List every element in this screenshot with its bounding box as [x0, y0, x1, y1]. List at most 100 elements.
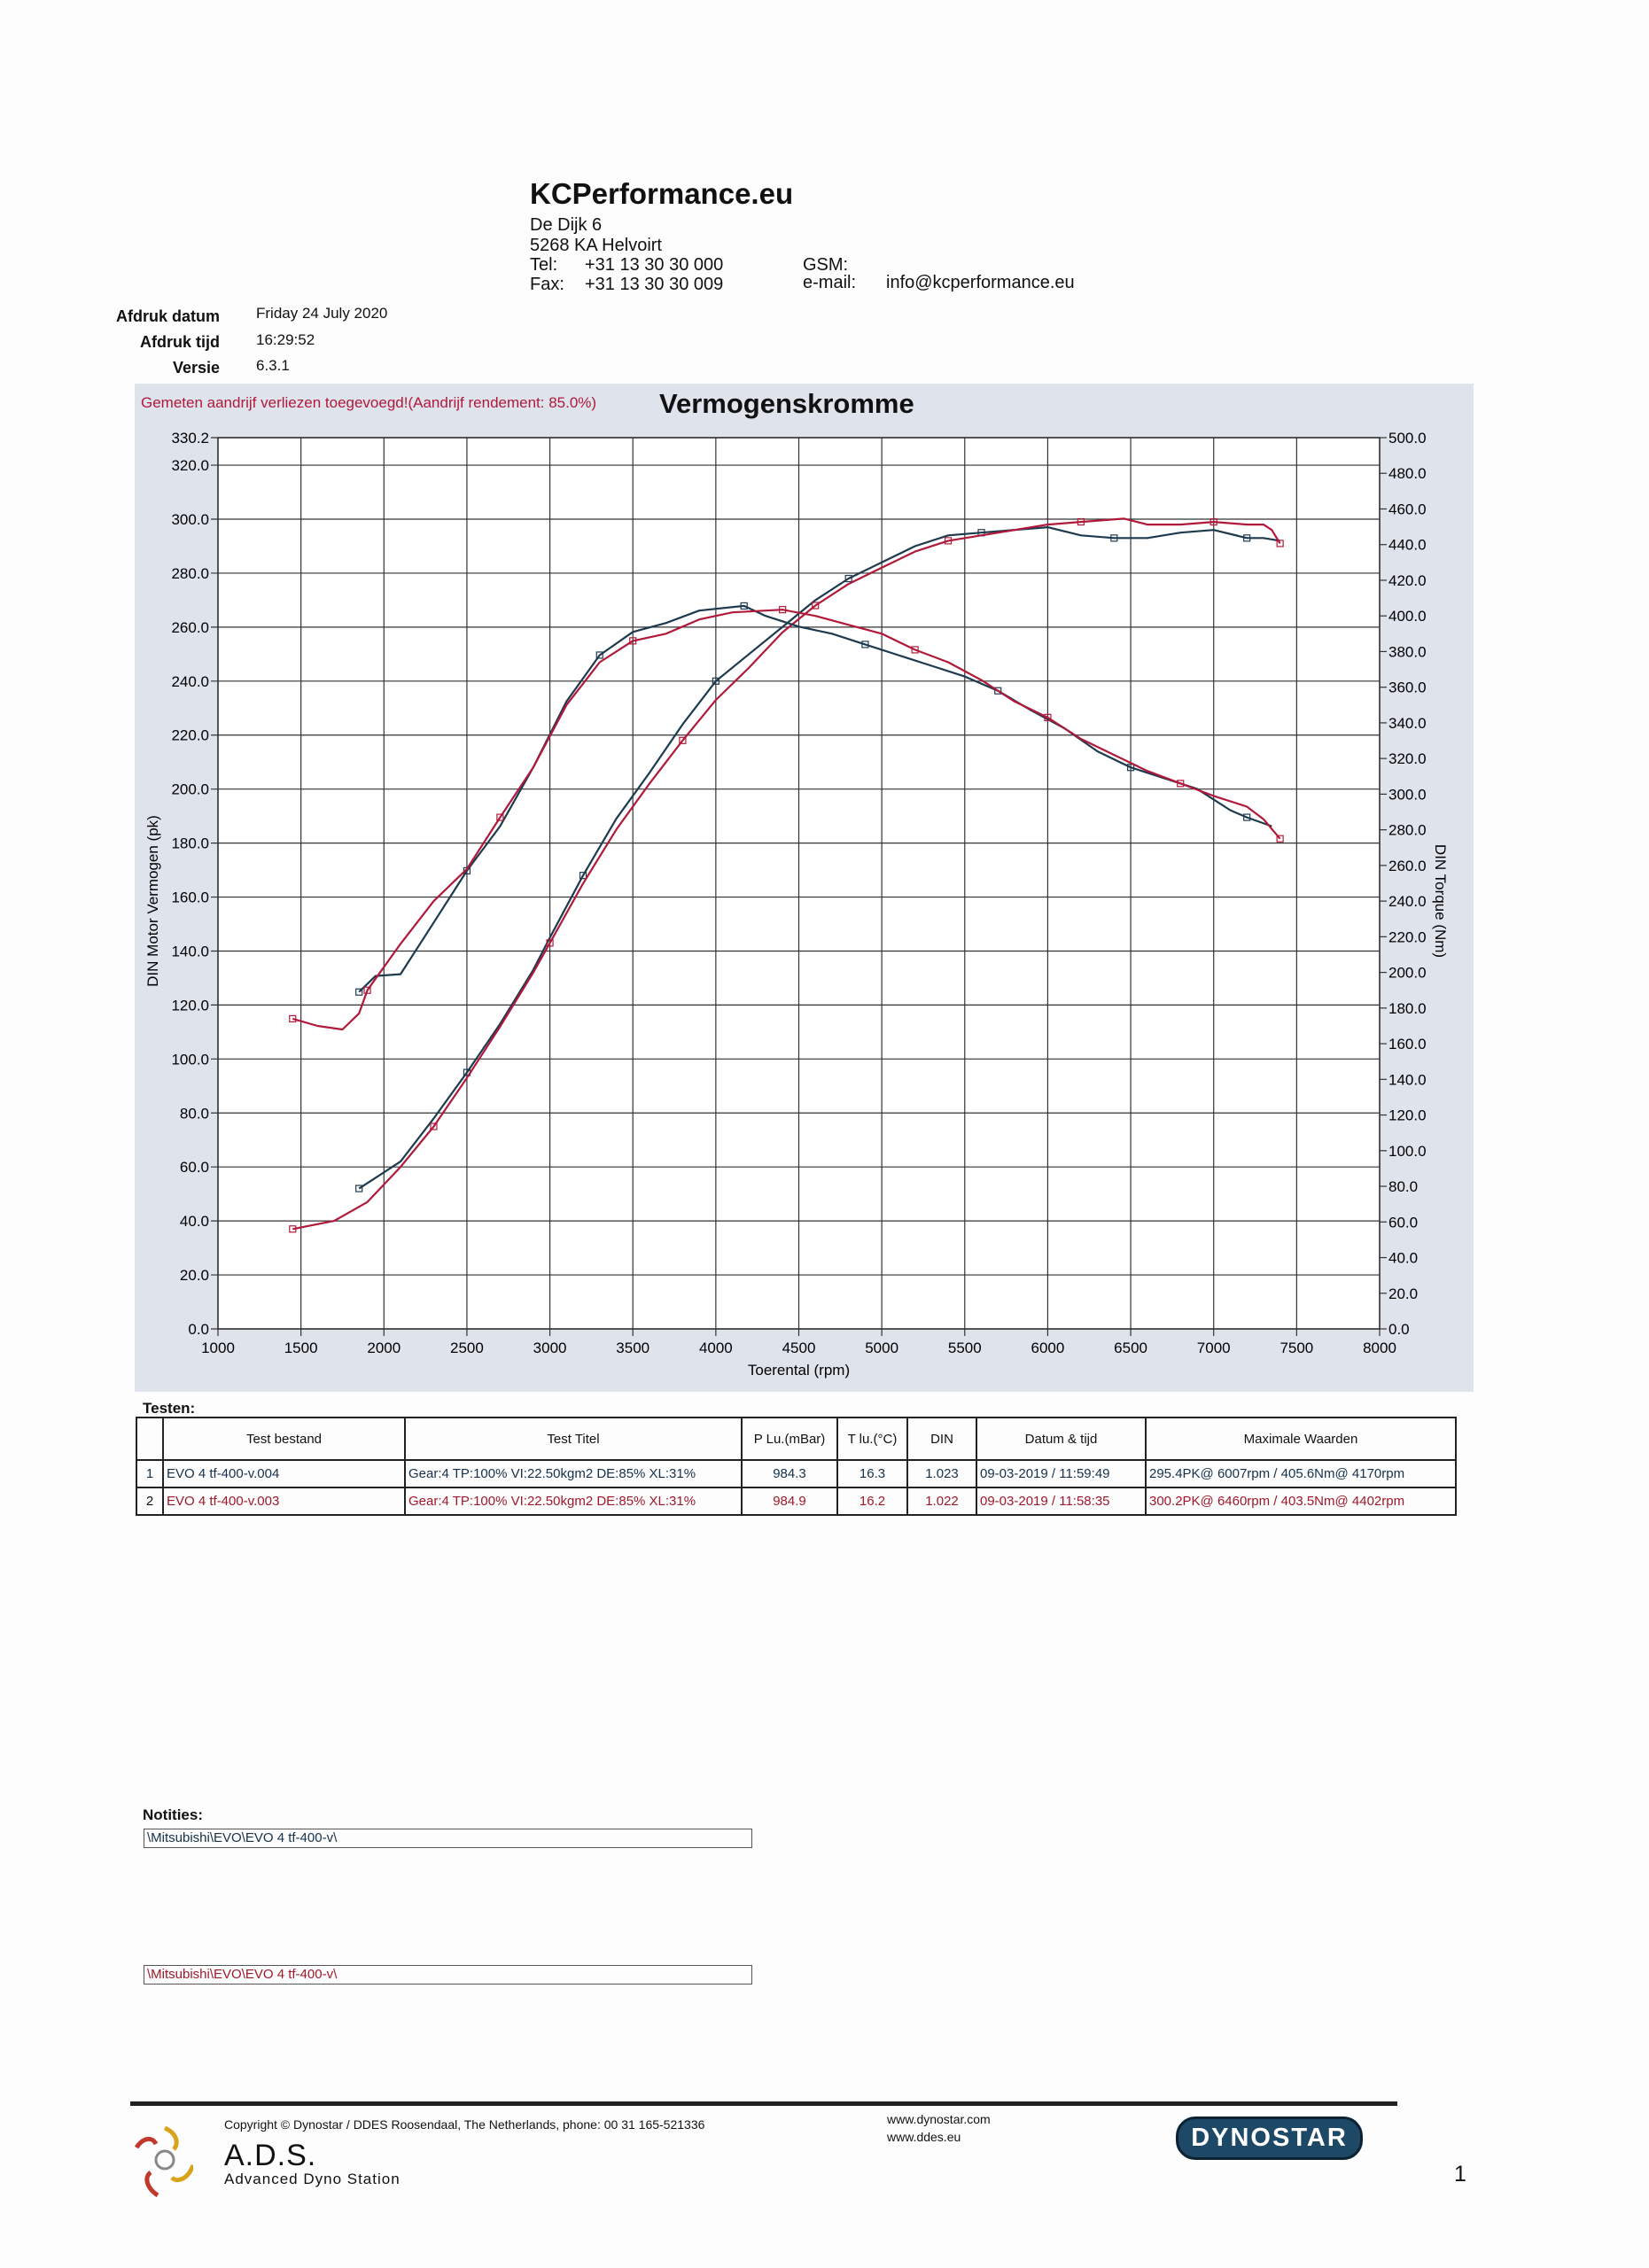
gsm-label: GSM: — [803, 255, 849, 275]
x-tick-label: 7500 — [1280, 1340, 1313, 1356]
torque-point-run-1 — [595, 651, 603, 659]
y-right-tick-label: 240.0 — [1388, 893, 1427, 910]
header-cell-file: Test bestand — [162, 1417, 406, 1461]
address-line-2: 5268 KA Helvoirt — [530, 236, 662, 255]
y-right-tick-label: 0.0 — [1388, 1321, 1410, 1338]
chart-title: Vermogenskromme — [659, 388, 914, 419]
row-file: EVO 4 tf-400-v.004 — [162, 1459, 406, 1488]
power-point-run-1 — [844, 574, 852, 583]
y-right-tick-label: 420.0 — [1388, 572, 1427, 589]
row-date: 09-03-2019 / 11:59:49 — [976, 1459, 1147, 1488]
y-left-tick-label: 240.0 — [171, 673, 209, 690]
dynostar-url[interactable]: www.dynostar.com — [887, 2112, 991, 2126]
table-row[interactable]: 1 EVO 4 tf-400-v.004 Gear:4 TP:100% VI:2… — [136, 1459, 1457, 1488]
version-value: 6.3.1 — [256, 357, 290, 374]
power-point-run-2 — [944, 537, 953, 545]
y-left-tick-label: 280.0 — [171, 565, 209, 582]
torque-curve-run-2 — [292, 609, 1281, 1031]
brand-subtitle: Advanced Dyno Station — [224, 2171, 401, 2187]
y-right-tick-label: 80.0 — [1388, 1178, 1418, 1195]
x-axis-label: Toerental (rpm) — [748, 1362, 850, 1379]
header-cell-din: DIN — [906, 1417, 977, 1461]
row-pressure: 984.9 — [741, 1487, 838, 1516]
x-tick-label: 2000 — [367, 1340, 401, 1356]
company-name: KCPerformance.eu — [530, 177, 794, 210]
y-right-tick-label: 40.0 — [1388, 1250, 1418, 1267]
email-label: e-mail: — [803, 273, 857, 292]
x-tick-label: 2500 — [450, 1340, 484, 1356]
x-tick-label: 5000 — [865, 1340, 898, 1356]
power-curve-run-1 — [358, 525, 1280, 1190]
y-right-tick-label: 100.0 — [1388, 1143, 1427, 1160]
y-left-tick-label: 80.0 — [180, 1105, 209, 1122]
y-right-tick-label: 320.0 — [1388, 750, 1427, 767]
y-right-tick-label: 340.0 — [1388, 715, 1427, 732]
y-right-tick-label: 360.0 — [1388, 680, 1427, 696]
tests-table: Test bestand Test Titel P Lu.(mBar) T lu… — [136, 1417, 1457, 1516]
y-right-tick-label: 400.0 — [1388, 608, 1427, 625]
torque-point-run-1 — [1126, 764, 1135, 772]
torque-curve-run-1 — [358, 604, 1272, 993]
x-tick-label: 4000 — [699, 1340, 733, 1356]
print-time-value: 16:29:52 — [256, 331, 315, 348]
y-left-tick-label: 260.0 — [171, 619, 209, 636]
y-right-tick-label: 160.0 — [1388, 1036, 1427, 1052]
power-point-run-2 — [1276, 540, 1284, 548]
row-num: 1 — [136, 1459, 164, 1488]
x-tick-label: 8000 — [1363, 1340, 1396, 1356]
header-cell-max: Maximale Waarden — [1145, 1417, 1457, 1461]
ddes-url[interactable]: www.ddes.eu — [887, 2130, 961, 2144]
brand-name: A.D.S. — [224, 2139, 317, 2172]
torque-point-run-1 — [355, 988, 363, 996]
power-point-run-2 — [546, 939, 554, 947]
y-right-tick-label: 20.0 — [1388, 1285, 1418, 1302]
chart-note: Gemeten aandrijf verliezen toegevoegd!(A… — [141, 394, 597, 411]
row-pressure: 984.3 — [741, 1459, 838, 1488]
fax-label: Fax: — [530, 275, 564, 294]
row-din: 1.023 — [906, 1459, 977, 1488]
x-tick-label: 6000 — [1031, 1340, 1065, 1356]
y-left-tick-label: 120.0 — [171, 997, 209, 1014]
dynostar-logo: DYNOSTAR — [1176, 2117, 1363, 2160]
email-value: info@kcperformance.eu — [886, 273, 1075, 292]
page-number: 1 — [1454, 2162, 1466, 2186]
power-point-run-1 — [1110, 534, 1118, 542]
print-date-value: Friday 24 July 2020 — [256, 305, 388, 322]
version-label: Versie — [172, 359, 220, 377]
y-right-axis-label: DIN Torque (Nm) — [1432, 844, 1449, 958]
tests-label: Testen: — [143, 1400, 196, 1417]
torque-point-run-1 — [861, 641, 869, 649]
torque-point-run-1 — [1243, 813, 1251, 821]
y-right-tick-label: 180.0 — [1388, 1000, 1427, 1017]
power-point-run-1 — [712, 677, 719, 685]
torque-point-run-2 — [289, 1014, 297, 1023]
tel-label: Tel: — [530, 255, 558, 275]
row-max: 295.4PK@ 6007rpm / 405.6Nm@ 4170rpm — [1145, 1459, 1457, 1488]
row-din: 1.022 — [906, 1487, 977, 1516]
y-right-tick-label: 260.0 — [1388, 858, 1427, 874]
power-point-run-2 — [679, 736, 687, 744]
x-tick-label: 1000 — [201, 1340, 235, 1356]
power-point-run-2 — [430, 1122, 438, 1130]
y-left-tick-label: 60.0 — [180, 1159, 209, 1176]
y-left-tick-label: 180.0 — [171, 835, 209, 852]
power-curve-run-2 — [292, 517, 1281, 1231]
note-field-1[interactable]: \Mitsubishi\EVO\EVO 4 tf-400-v\ — [144, 1829, 752, 1848]
note-field-2[interactable]: \Mitsubishi\EVO\EVO 4 tf-400-v\ — [144, 1965, 752, 1984]
power-point-run-1 — [579, 872, 587, 880]
row-temp: 16.3 — [836, 1459, 908, 1488]
row-temp: 16.2 — [836, 1487, 908, 1516]
x-tick-label: 5500 — [948, 1340, 982, 1356]
y-right-tick-label: 500.0 — [1388, 430, 1427, 447]
table-row[interactable]: 2 EVO 4 tf-400-v.003 Gear:4 TP:100% VI:2… — [136, 1487, 1457, 1516]
footer-divider — [130, 2101, 1397, 2106]
y-left-tick-label: 330.2 — [171, 430, 209, 447]
power-point-run-1 — [1243, 534, 1251, 542]
row-date: 09-03-2019 / 11:58:35 — [976, 1487, 1147, 1516]
y-right-tick-label: 480.0 — [1388, 465, 1427, 482]
power-point-run-1 — [355, 1184, 363, 1192]
header-cell-num — [136, 1417, 164, 1461]
x-tick-label: 3000 — [533, 1340, 567, 1356]
y-right-tick-label: 220.0 — [1388, 928, 1427, 945]
print-time-label: Afdruk tijd — [140, 333, 220, 351]
